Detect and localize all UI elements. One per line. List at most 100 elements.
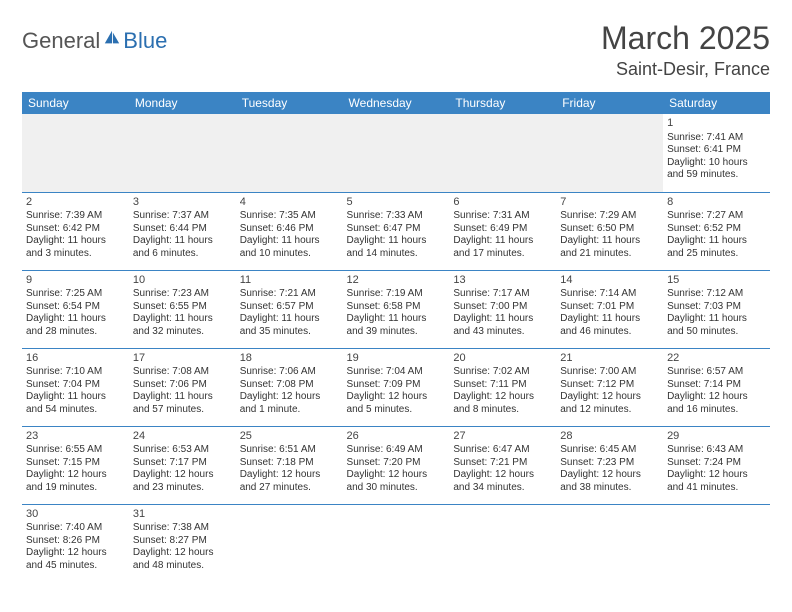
day-header: Monday: [129, 92, 236, 114]
daylight-text: and 32 minutes.: [133, 326, 232, 339]
logo: General Blue: [22, 28, 167, 54]
calendar-cell: 15Sunrise: 7:12 AMSunset: 7:03 PMDayligh…: [663, 270, 770, 348]
sunset-text: Sunset: 7:15 PM: [26, 457, 125, 470]
calendar-cell: 4Sunrise: 7:35 AMSunset: 6:46 PMDaylight…: [236, 192, 343, 270]
calendar-cell: [663, 504, 770, 582]
daylight-text: Daylight: 11 hours: [26, 391, 125, 404]
day-number: 26: [347, 430, 446, 444]
day-number: 3: [133, 196, 232, 210]
daylight-text: Daylight: 11 hours: [26, 235, 125, 248]
day-number: 21: [560, 352, 659, 366]
daylight-text: and 23 minutes.: [133, 482, 232, 495]
calendar-cell: 26Sunrise: 6:49 AMSunset: 7:20 PMDayligh…: [343, 426, 450, 504]
sunset-text: Sunset: 6:49 PM: [453, 223, 552, 236]
daylight-text: and 3 minutes.: [26, 248, 125, 261]
daylight-text: and 16 minutes.: [667, 404, 766, 417]
day-number: 15: [667, 274, 766, 288]
daylight-text: Daylight: 12 hours: [26, 547, 125, 560]
sunset-text: Sunset: 7:14 PM: [667, 379, 766, 392]
daylight-text: Daylight: 11 hours: [560, 313, 659, 326]
day-header-row: Sunday Monday Tuesday Wednesday Thursday…: [22, 92, 770, 114]
day-number: 5: [347, 196, 446, 210]
calendar-cell: 13Sunrise: 7:17 AMSunset: 7:00 PMDayligh…: [449, 270, 556, 348]
daylight-text: and 14 minutes.: [347, 248, 446, 261]
sunset-text: Sunset: 6:41 PM: [667, 144, 766, 157]
day-number: 7: [560, 196, 659, 210]
calendar-cell: 17Sunrise: 7:08 AMSunset: 7:06 PMDayligh…: [129, 348, 236, 426]
calendar-row: 1Sunrise: 7:41 AMSunset: 6:41 PMDaylight…: [22, 114, 770, 192]
sunrise-text: Sunrise: 7:25 AM: [26, 288, 125, 301]
sunrise-text: Sunrise: 7:17 AM: [453, 288, 552, 301]
sunset-text: Sunset: 7:06 PM: [133, 379, 232, 392]
day-number: 27: [453, 430, 552, 444]
daylight-text: Daylight: 11 hours: [453, 235, 552, 248]
sunrise-text: Sunrise: 6:55 AM: [26, 444, 125, 457]
sunset-text: Sunset: 7:09 PM: [347, 379, 446, 392]
sunrise-text: Sunrise: 7:19 AM: [347, 288, 446, 301]
day-number: 16: [26, 352, 125, 366]
daylight-text: Daylight: 12 hours: [667, 469, 766, 482]
calendar-cell: 3Sunrise: 7:37 AMSunset: 6:44 PMDaylight…: [129, 192, 236, 270]
calendar-cell: 22Sunrise: 6:57 AMSunset: 7:14 PMDayligh…: [663, 348, 770, 426]
sunset-text: Sunset: 7:04 PM: [26, 379, 125, 392]
daylight-text: Daylight: 11 hours: [667, 235, 766, 248]
sunset-text: Sunset: 7:23 PM: [560, 457, 659, 470]
daylight-text: and 8 minutes.: [453, 404, 552, 417]
day-number: 9: [26, 274, 125, 288]
sunset-text: Sunset: 6:47 PM: [347, 223, 446, 236]
sunset-text: Sunset: 6:52 PM: [667, 223, 766, 236]
daylight-text: and 48 minutes.: [133, 560, 232, 573]
sunset-text: Sunset: 7:18 PM: [240, 457, 339, 470]
day-number: 30: [26, 508, 125, 522]
day-number: 2: [26, 196, 125, 210]
daylight-text: and 38 minutes.: [560, 482, 659, 495]
day-number: 12: [347, 274, 446, 288]
daylight-text: and 10 minutes.: [240, 248, 339, 261]
sunrise-text: Sunrise: 6:57 AM: [667, 366, 766, 379]
daylight-text: Daylight: 11 hours: [133, 391, 232, 404]
day-number: 22: [667, 352, 766, 366]
calendar-row: 30Sunrise: 7:40 AMSunset: 8:26 PMDayligh…: [22, 504, 770, 582]
daylight-text: and 45 minutes.: [26, 560, 125, 573]
daylight-text: and 28 minutes.: [26, 326, 125, 339]
daylight-text: and 41 minutes.: [667, 482, 766, 495]
calendar-cell: [449, 504, 556, 582]
daylight-text: Daylight: 12 hours: [667, 391, 766, 404]
sunset-text: Sunset: 7:17 PM: [133, 457, 232, 470]
calendar-cell: [556, 114, 663, 192]
sunset-text: Sunset: 7:00 PM: [453, 301, 552, 314]
day-number: 24: [133, 430, 232, 444]
day-number: 17: [133, 352, 232, 366]
calendar-cell: 16Sunrise: 7:10 AMSunset: 7:04 PMDayligh…: [22, 348, 129, 426]
sunrise-text: Sunrise: 7:23 AM: [133, 288, 232, 301]
sunset-text: Sunset: 6:50 PM: [560, 223, 659, 236]
calendar-cell: [449, 114, 556, 192]
sunrise-text: Sunrise: 7:38 AM: [133, 522, 232, 535]
daylight-text: Daylight: 12 hours: [240, 391, 339, 404]
day-number: 19: [347, 352, 446, 366]
calendar-cell: 5Sunrise: 7:33 AMSunset: 6:47 PMDaylight…: [343, 192, 450, 270]
header: General Blue March 2025 Saint-Desir, Fra…: [22, 20, 770, 80]
calendar-cell: 25Sunrise: 6:51 AMSunset: 7:18 PMDayligh…: [236, 426, 343, 504]
logo-text-general: General: [22, 28, 100, 54]
daylight-text: and 34 minutes.: [453, 482, 552, 495]
calendar-row: 9Sunrise: 7:25 AMSunset: 6:54 PMDaylight…: [22, 270, 770, 348]
calendar-table: Sunday Monday Tuesday Wednesday Thursday…: [22, 92, 770, 582]
calendar-cell: 7Sunrise: 7:29 AMSunset: 6:50 PMDaylight…: [556, 192, 663, 270]
daylight-text: Daylight: 11 hours: [240, 313, 339, 326]
calendar-cell: 12Sunrise: 7:19 AMSunset: 6:58 PMDayligh…: [343, 270, 450, 348]
calendar-cell: 29Sunrise: 6:43 AMSunset: 7:24 PMDayligh…: [663, 426, 770, 504]
daylight-text: and 30 minutes.: [347, 482, 446, 495]
sunset-text: Sunset: 6:42 PM: [26, 223, 125, 236]
sunset-text: Sunset: 7:12 PM: [560, 379, 659, 392]
calendar-row: 2Sunrise: 7:39 AMSunset: 6:42 PMDaylight…: [22, 192, 770, 270]
sunset-text: Sunset: 8:26 PM: [26, 535, 125, 548]
calendar-cell: [22, 114, 129, 192]
sunset-text: Sunset: 7:11 PM: [453, 379, 552, 392]
sunset-text: Sunset: 6:58 PM: [347, 301, 446, 314]
day-header: Saturday: [663, 92, 770, 114]
calendar-cell: 8Sunrise: 7:27 AMSunset: 6:52 PMDaylight…: [663, 192, 770, 270]
sunset-text: Sunset: 7:08 PM: [240, 379, 339, 392]
calendar-cell: 20Sunrise: 7:02 AMSunset: 7:11 PMDayligh…: [449, 348, 556, 426]
sunrise-text: Sunrise: 7:29 AM: [560, 210, 659, 223]
